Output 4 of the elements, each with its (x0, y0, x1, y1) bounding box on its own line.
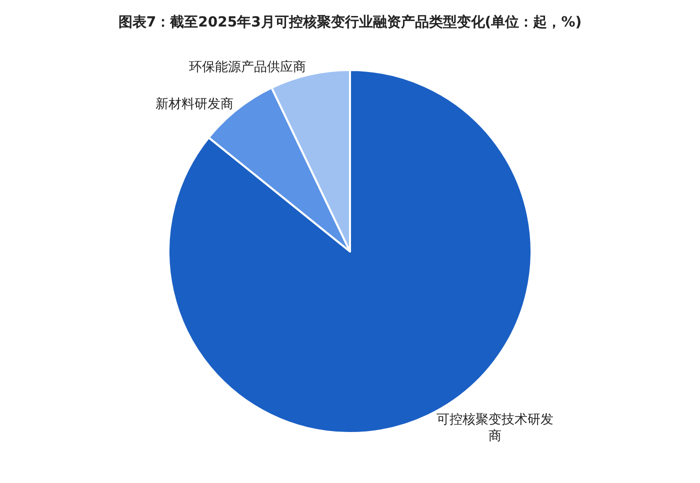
slice-label: 可控核聚变技术研发商 (436, 412, 554, 444)
slice-label: 新材料研发商 (156, 97, 234, 112)
chart-title: 图表7：截至2025年3月可控核聚变行业融资产品类型变化(单位：起，%) (118, 14, 582, 31)
slice-label: 环保能源产品供应商 (188, 58, 306, 75)
